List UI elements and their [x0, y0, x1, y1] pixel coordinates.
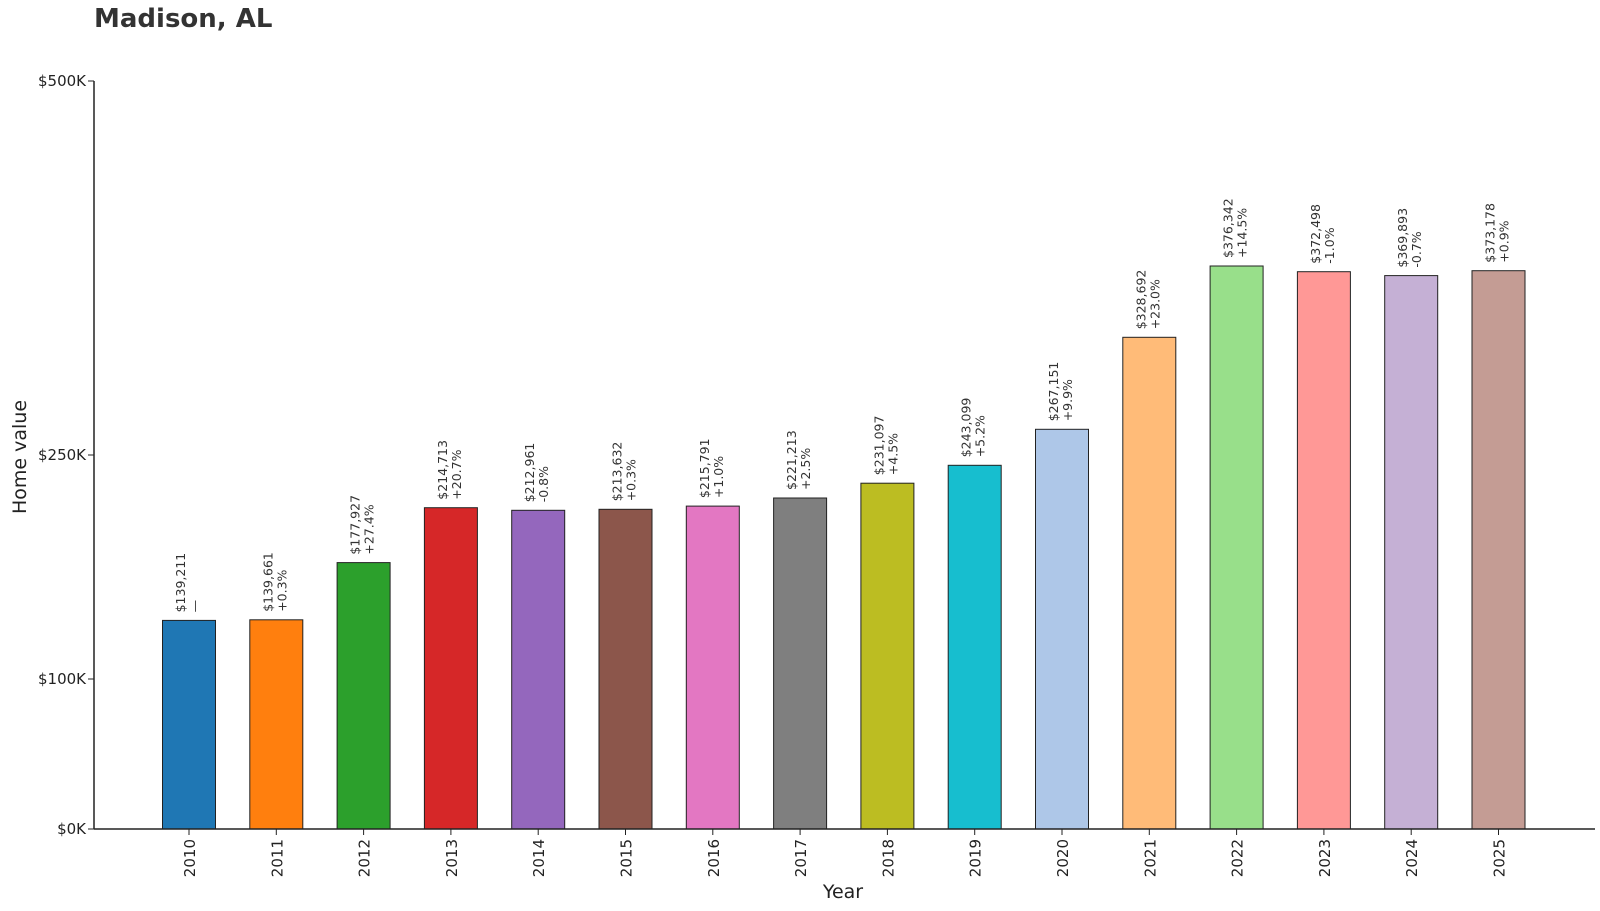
- bar-2024: [1384, 275, 1439, 830]
- y-axis-title: Home value: [9, 400, 31, 514]
- x-tick-label: 2019: [967, 839, 985, 877]
- axes-group: 2010 2011 2012 2013 2014 2015 2016 2017 2018 2019…: [38, 72, 1595, 877]
- bar-value-label: $139,211: [173, 553, 188, 613]
- x-tick-label: 2014: [530, 839, 548, 877]
- bars-group: $139,211— $139,661 +0.3%$177,927 +27.4%$214…: [162, 198, 1526, 830]
- y-tick-label: $100K: [38, 670, 87, 688]
- bar-value-label: $267,151: [1046, 362, 1061, 422]
- x-tick-label: 2013: [443, 839, 461, 877]
- x-axis-title: Year: [822, 881, 863, 903]
- bar-change-label: +0.3%: [274, 569, 289, 611]
- bar-2017: [773, 497, 828, 830]
- bar-value-label: $214,713: [435, 440, 450, 500]
- bar-change-label: +4.5%: [885, 433, 900, 475]
- x-tick-label: 2018: [879, 839, 897, 877]
- x-tick-label: 2016: [705, 839, 723, 877]
- bar-value-label: $376,342: [1221, 198, 1236, 258]
- x-tick-label: 2015: [618, 839, 636, 877]
- bar-change-label: +0.9%: [1497, 220, 1512, 262]
- bar-value-label: $213,632: [610, 442, 625, 502]
- bar-2014: [511, 509, 566, 830]
- x-tick-label: 2023: [1316, 839, 1334, 877]
- x-tick-label: 2012: [356, 839, 374, 877]
- y-tick-label: $250K: [38, 446, 87, 464]
- bar-value-label: $177,927: [348, 495, 363, 555]
- bar-2018: [860, 482, 915, 830]
- bar-value-label: $373,178: [1483, 203, 1498, 263]
- bar-2023: [1296, 271, 1351, 830]
- bar-2020: [1035, 428, 1089, 830]
- x-tick-label: 2022: [1229, 839, 1247, 877]
- bar-change-label: +1.0%: [711, 456, 726, 498]
- bar-change-label: -0.7%: [1409, 231, 1424, 267]
- bar-2016: [685, 505, 740, 830]
- bar-change-label: -0.8%: [536, 466, 551, 502]
- bar-change-label: +27.4%: [362, 504, 377, 554]
- chart-title: Madison, AL: [94, 4, 273, 34]
- bar-2015: [598, 508, 653, 830]
- bar-change-label: —: [187, 600, 202, 613]
- bar-2025: [1471, 270, 1526, 830]
- bar-value-label: $139,661: [260, 552, 275, 612]
- bar-value-label: $372,498: [1308, 204, 1323, 264]
- bar-change-label: +5.2%: [973, 415, 988, 457]
- bar-value-label: $215,791: [697, 438, 712, 498]
- bar-value-label: $369,893: [1395, 208, 1410, 268]
- bar-change-label: -1.0%: [1322, 227, 1337, 263]
- bar-2010: [162, 619, 216, 830]
- bar-2011: [249, 619, 304, 830]
- x-tick-label: 2020: [1054, 839, 1072, 877]
- bar-change-label: +14.5%: [1235, 208, 1250, 258]
- x-tick-label: 2010: [181, 839, 199, 877]
- bar-change-label: +9.9%: [1060, 379, 1075, 421]
- bar-2012: [336, 562, 391, 830]
- bar-2021: [1122, 336, 1177, 830]
- bar-change-label: +23.0%: [1147, 279, 1162, 329]
- x-tick-label: 2017: [792, 839, 810, 877]
- bar-value-label: $212,961: [522, 443, 537, 503]
- y-tick-label: $0K: [57, 820, 87, 838]
- bar-2022: [1209, 265, 1264, 830]
- bar-value-label: $328,692: [1133, 270, 1148, 330]
- bar-value-label: $243,099: [959, 398, 974, 458]
- y-tick-label: $500K: [38, 72, 87, 90]
- x-tick-label: 2025: [1491, 839, 1509, 877]
- bar-change-label: +20.7%: [449, 449, 464, 499]
- x-tick-label: 2021: [1141, 839, 1159, 877]
- bar-change-label: +2.5%: [798, 448, 813, 490]
- bar-change-label: +0.3%: [624, 459, 639, 501]
- bar-2013: [423, 507, 478, 830]
- bar-value-label: $221,213: [784, 430, 799, 490]
- x-tick-label: 2011: [268, 839, 286, 877]
- bar-value-label: $231,097: [871, 416, 886, 476]
- x-tick-label: 2024: [1403, 839, 1421, 877]
- bar-2019: [947, 464, 1002, 830]
